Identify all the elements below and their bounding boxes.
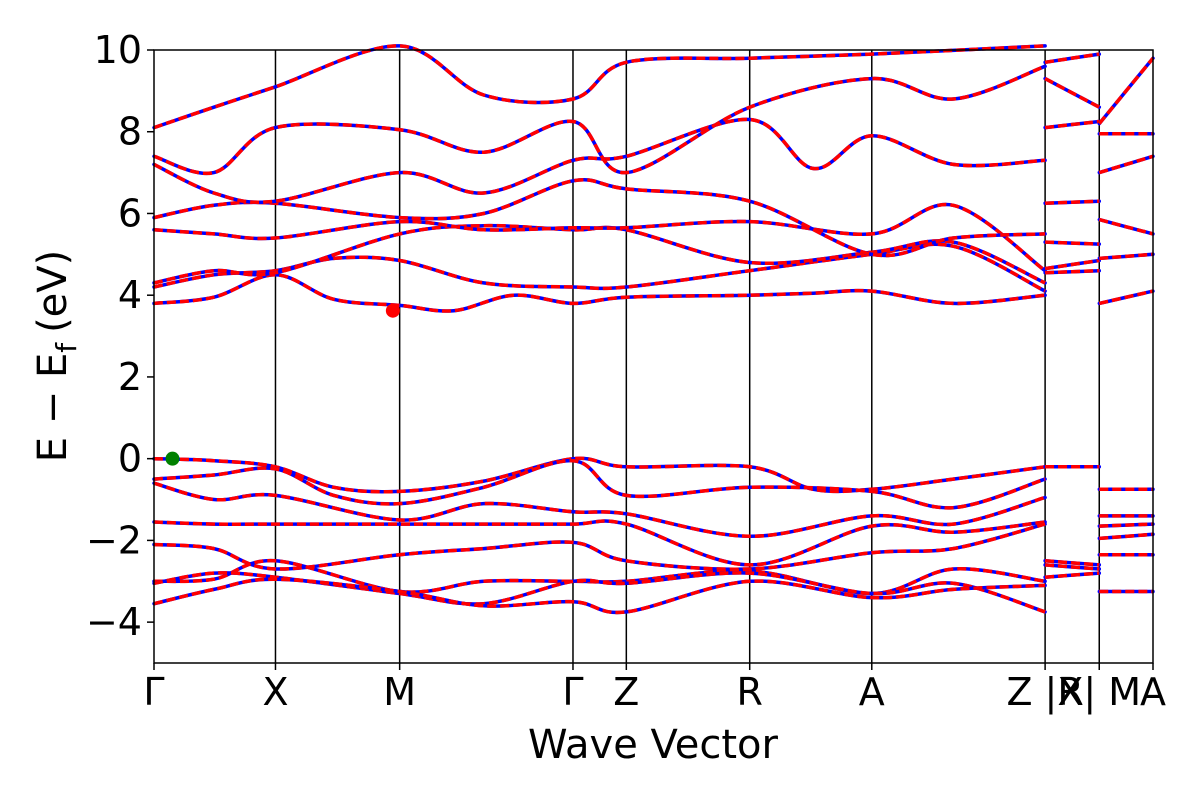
band-8-overlay xyxy=(153,456,1046,494)
plot-frame xyxy=(153,49,1154,664)
band-lines xyxy=(152,44,1155,615)
band-2-overlay xyxy=(153,223,1046,285)
y-axis: 10 8 6 4 2 0 −2 −4 xyxy=(86,28,154,644)
band-17-overlay xyxy=(1044,258,1100,271)
band-11-overlay xyxy=(153,519,1046,567)
x-tick-label-8: X| M xyxy=(1057,670,1141,715)
band-26-overlay xyxy=(1044,571,1100,579)
band-10-overlay xyxy=(153,481,1046,539)
band-7-overlay xyxy=(153,44,1046,130)
y-tick-label-2: 6 xyxy=(118,191,142,235)
x-tick-label-2: M xyxy=(383,670,416,714)
band-18-overlay xyxy=(1045,240,1100,246)
band-6-overlay xyxy=(153,64,1046,176)
y-tick-label-4: 2 xyxy=(118,355,142,399)
band-1-overlay xyxy=(153,242,1046,293)
x-tick-label-7: Z |R xyxy=(1006,670,1083,715)
band-30-overlay xyxy=(1098,154,1154,175)
band-35-overlay xyxy=(1099,522,1154,528)
band-28-overlay xyxy=(1099,252,1154,261)
band-15-overlay xyxy=(153,577,1046,615)
x-tick-label-1: X xyxy=(262,670,288,714)
band-12-overlay xyxy=(153,522,1046,571)
y-tick-label-0: 10 xyxy=(94,28,142,72)
x-tick-label-3: Γ xyxy=(562,670,583,714)
y-tick-label-7: −4 xyxy=(86,600,142,644)
x-tick-label-5: R xyxy=(737,670,763,714)
y-tick-label-5: 0 xyxy=(118,437,142,481)
band-24-overlay xyxy=(1044,559,1100,567)
band-0-overlay xyxy=(153,273,1046,313)
band-3-overlay xyxy=(153,202,1047,273)
x-tick-label-4: Z xyxy=(613,670,639,714)
band-9-overlay xyxy=(153,458,1046,510)
extrema-markers xyxy=(165,303,400,466)
band-22-overlay xyxy=(1044,52,1100,65)
band-14-overlay xyxy=(153,571,1046,614)
band-36-overlay xyxy=(1099,532,1154,541)
y-tick-label-6: −2 xyxy=(86,518,142,562)
band-20-overlay xyxy=(1044,119,1100,130)
y-axis-label-unit: (eV) xyxy=(30,250,76,333)
band-19-overlay xyxy=(1045,199,1100,206)
x-tick-label-0: Γ xyxy=(143,670,164,714)
cbm-marker xyxy=(385,303,400,318)
vbm-marker xyxy=(165,451,180,466)
x-axis-label: Wave Vector xyxy=(528,722,779,768)
band-21-overlay xyxy=(1044,77,1101,109)
band-27-overlay xyxy=(1098,289,1154,306)
x-tick-label-6: A xyxy=(859,670,885,714)
y-axis-label-subscript: f xyxy=(50,342,83,353)
band-25-overlay xyxy=(1044,563,1100,571)
y-axis-label: E − Ef (eV) xyxy=(30,250,83,463)
band-16-overlay xyxy=(1045,268,1100,275)
y-axis-label-main: E − E xyxy=(30,353,76,463)
y-tick-label-1: 8 xyxy=(118,110,142,154)
y-tick-label-3: 4 xyxy=(118,273,142,317)
x-tick-label-9: A xyxy=(1140,670,1166,714)
kpoint-lines xyxy=(274,50,1101,663)
plot-background xyxy=(154,50,1153,663)
band-4-overlay xyxy=(153,178,1046,258)
band-32-overlay xyxy=(1097,57,1155,125)
band-29-overlay xyxy=(1098,217,1154,236)
